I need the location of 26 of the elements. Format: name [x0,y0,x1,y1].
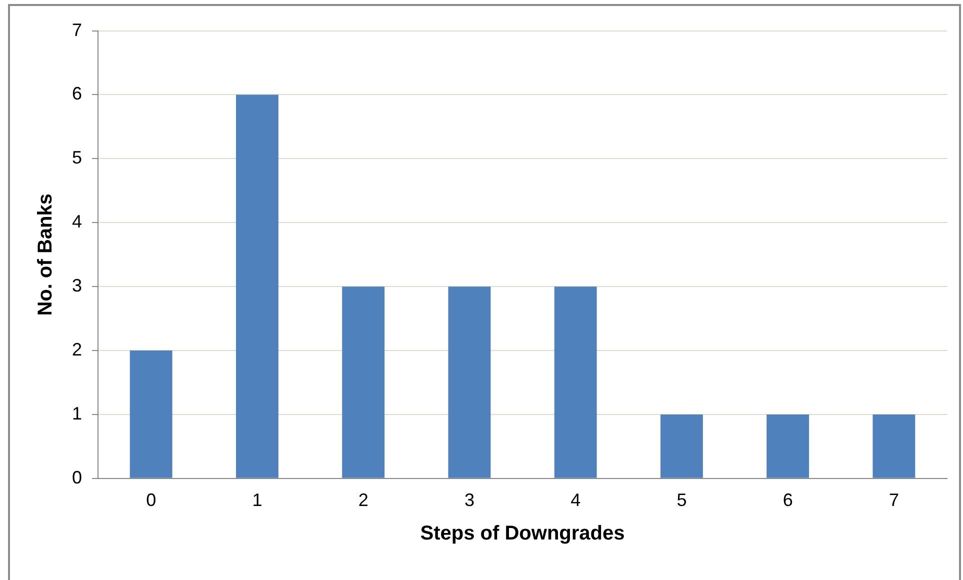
bar [130,350,172,478]
x-tick-label: 3 [464,490,474,510]
y-tick-label: 4 [72,212,82,232]
y-tick-label: 7 [72,20,82,40]
y-tick-label: 3 [72,276,82,296]
x-tick-label: 6 [782,490,793,510]
y-tick-label: 2 [72,339,82,360]
bar [342,286,385,478]
x-tick-label: 5 [676,490,687,510]
y-axis-title: No. of Banks [34,193,57,316]
x-axis-title: Steps of Downgrades [420,522,625,545]
y-tick-label: 1 [72,403,82,424]
bar [766,414,810,478]
x-tick-label: 1 [252,490,262,510]
y-tick-label: 6 [72,84,82,104]
bar [660,414,703,478]
bar [554,286,597,478]
x-tick-label: 2 [358,490,368,510]
bar [236,94,278,478]
x-tick-label: 0 [146,490,156,510]
x-tick-label: 7 [888,490,899,510]
x-tick-label: 4 [570,490,581,510]
bar [872,414,916,478]
bar [448,286,491,478]
y-tick-label: 5 [72,148,82,168]
y-tick-label: 0 [72,467,82,488]
